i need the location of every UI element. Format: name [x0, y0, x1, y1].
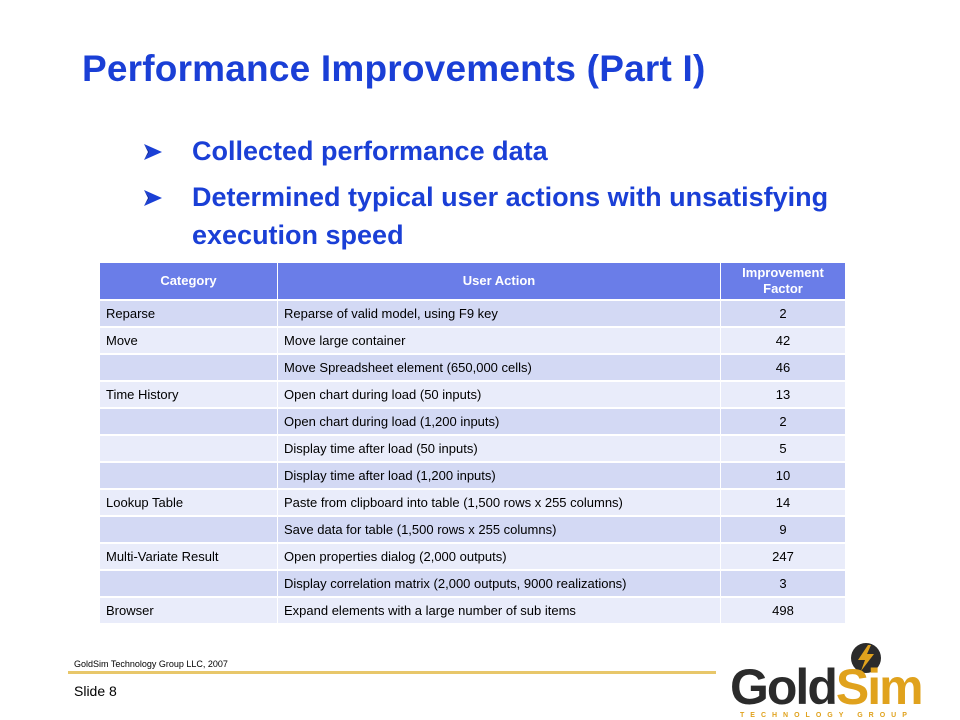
improvement-factor-cell: 42	[721, 328, 846, 355]
column-header-user-action: User Action	[278, 263, 721, 301]
category-cell	[100, 355, 278, 382]
category-cell: Lookup Table	[100, 490, 278, 517]
bullet-text: Collected performance data	[192, 136, 548, 166]
slide-number: Slide 8	[74, 683, 117, 699]
category-cell: Reparse	[100, 301, 278, 328]
footer-copyright: GoldSim Technology Group LLC, 2007	[74, 659, 228, 669]
user-action-cell: Open properties dialog (2,000 outputs)	[278, 544, 721, 571]
table-row: Reparse Reparse of valid model, using F9…	[100, 301, 846, 328]
improvement-factor-cell: 3	[721, 571, 846, 598]
user-action-cell: Move large container	[278, 328, 721, 355]
table-row: Display time after load (50 inputs) 5	[100, 436, 846, 463]
lightning-bolt-icon	[851, 643, 881, 673]
user-action-cell: Expand elements with a large number of s…	[278, 598, 721, 625]
user-action-cell: Open chart during load (50 inputs)	[278, 382, 721, 409]
bullet-item: Collected performance data	[142, 132, 842, 170]
category-cell: Move	[100, 328, 278, 355]
table-row: Display correlation matrix (2,000 output…	[100, 571, 846, 598]
table-row: Multi-Variate Result Open properties dia…	[100, 544, 846, 571]
user-action-cell: Open chart during load (1,200 inputs)	[278, 409, 721, 436]
goldsim-logo: GoldSim TECHNOLOGY GROUP	[726, 640, 926, 720]
logo-word-sim: Sim	[835, 659, 924, 715]
user-action-cell: Paste from clipboard into table (1,500 r…	[278, 490, 721, 517]
improvement-factor-cell: 5	[721, 436, 846, 463]
improvement-factor-cell: 9	[721, 517, 846, 544]
table-row: Display time after load (1,200 inputs) 1…	[100, 463, 846, 490]
logo-tagline: TECHNOLOGY GROUP	[740, 712, 913, 719]
table-row: Lookup Table Paste from clipboard into t…	[100, 490, 846, 517]
table-row: Browser Expand elements with a large num…	[100, 598, 846, 625]
category-cell: Multi-Variate Result	[100, 544, 278, 571]
category-cell: Browser	[100, 598, 278, 625]
user-action-cell: Display time after load (50 inputs)	[278, 436, 721, 463]
user-action-cell: Move Spreadsheet element (650,000 cells)	[278, 355, 721, 382]
category-cell	[100, 409, 278, 436]
user-action-cell: Display correlation matrix (2,000 output…	[278, 571, 721, 598]
category-cell: Time History	[100, 382, 278, 409]
user-action-cell: Display time after load (1,200 inputs)	[278, 463, 721, 490]
table-row: Save data for table (1,500 rows x 255 co…	[100, 517, 846, 544]
category-cell	[100, 463, 278, 490]
performance-table: Category User Action Improvement Factor …	[100, 263, 846, 625]
category-cell	[100, 436, 278, 463]
improvement-factor-cell: 2	[721, 409, 846, 436]
table-row: Move Move large container 42	[100, 328, 846, 355]
logo-wordmark: GoldSim	[730, 659, 924, 715]
user-action-cell: Reparse of valid model, using F9 key	[278, 301, 721, 328]
improvement-factor-cell: 247	[721, 544, 846, 571]
user-action-cell: Save data for table (1,500 rows x 255 co…	[278, 517, 721, 544]
column-header-category: Category	[100, 263, 278, 301]
improvement-factor-cell: 2	[721, 301, 846, 328]
arrow-bullet-icon	[144, 190, 162, 206]
table-header-row: Category User Action Improvement Factor	[100, 263, 846, 301]
category-cell	[100, 571, 278, 598]
improvement-factor-cell: 498	[721, 598, 846, 625]
category-cell	[100, 517, 278, 544]
table-row: Time History Open chart during load (50 …	[100, 382, 846, 409]
slide-title: Performance Improvements (Part I)	[82, 48, 706, 89]
improvement-factor-cell: 13	[721, 382, 846, 409]
table-row: Move Spreadsheet element (650,000 cells)…	[100, 355, 846, 382]
bullet-item: Determined typical user actions with uns…	[142, 178, 842, 254]
improvement-factor-cell: 10	[721, 463, 846, 490]
improvement-factor-cell: 46	[721, 355, 846, 382]
logo-word-gold: Gold	[730, 659, 838, 715]
arrow-bullet-icon	[144, 144, 162, 160]
column-header-improvement-factor: Improvement Factor	[721, 263, 846, 301]
improvement-factor-cell: 14	[721, 490, 846, 517]
footer-divider	[68, 671, 716, 674]
bullet-list: Collected performance data Determined ty…	[142, 132, 842, 262]
table-row: Open chart during load (1,200 inputs) 2	[100, 409, 846, 436]
bullet-text: Determined typical user actions with uns…	[192, 182, 829, 250]
